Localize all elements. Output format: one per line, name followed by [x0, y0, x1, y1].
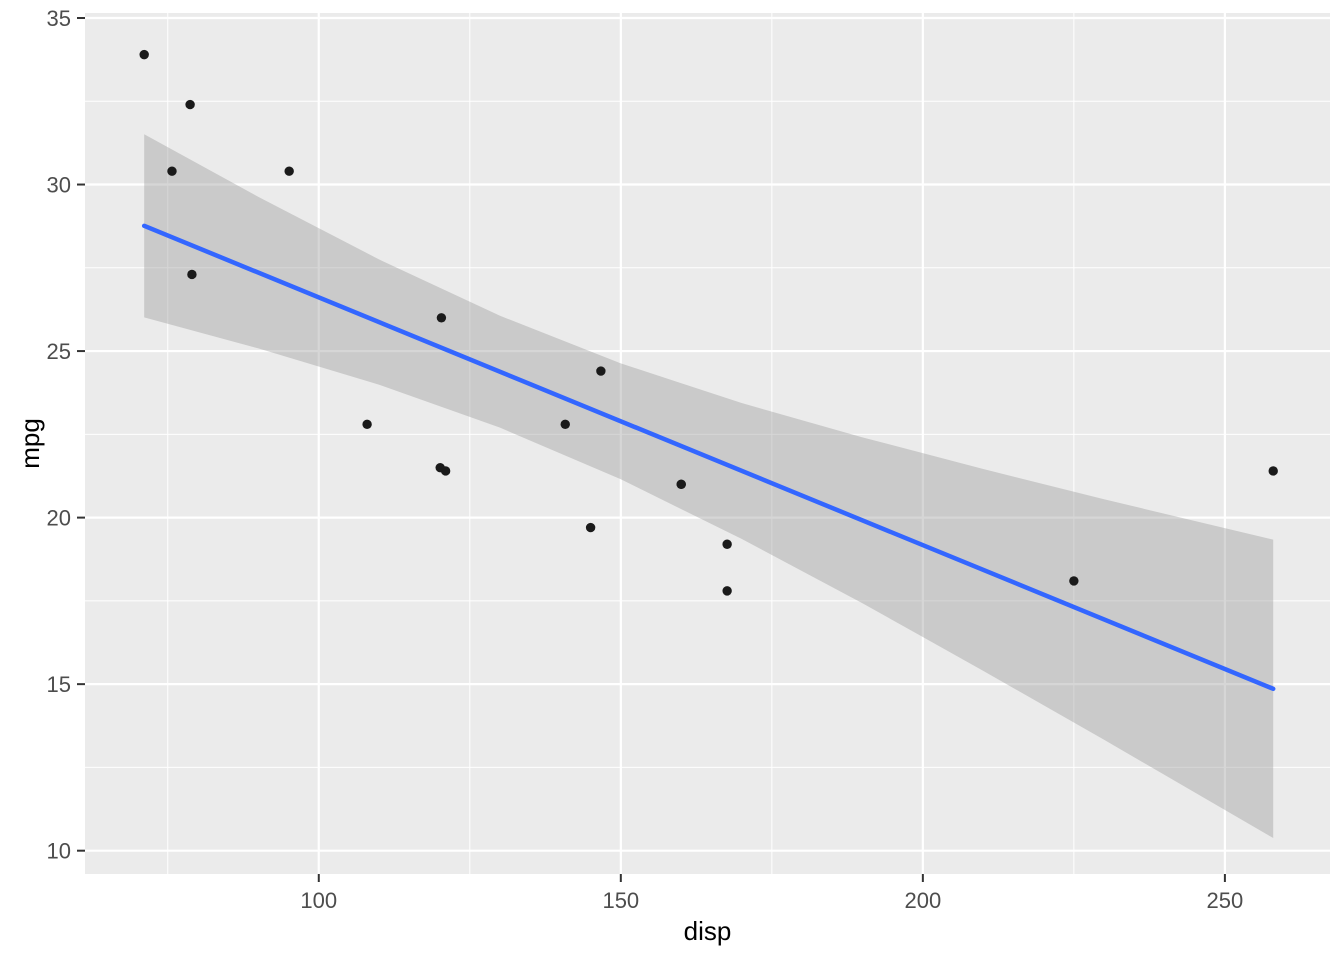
- y-tick-label: 25: [47, 339, 71, 364]
- x-tick-label: 100: [300, 888, 337, 913]
- regression-line: [141, 223, 1276, 692]
- scatter-point: [440, 466, 451, 476]
- y-tick-label: 15: [47, 672, 71, 697]
- scatter-point: [722, 539, 732, 549]
- y-tick-label: 20: [47, 506, 71, 531]
- scatter-point: [1268, 466, 1278, 476]
- y-axis-title: mpg: [14, 418, 45, 469]
- x-tick-label: 150: [602, 888, 639, 913]
- x-tick-label: 250: [1207, 888, 1244, 913]
- y-tick-label: 10: [47, 839, 71, 864]
- scatter-point: [722, 586, 732, 596]
- scatter-point: [585, 522, 596, 533]
- confidence-ribbon: [144, 134, 1274, 839]
- scatter-point: [284, 166, 294, 176]
- x-tick-label: 200: [904, 888, 941, 913]
- scatter-point: [436, 313, 447, 323]
- plot-panel: [85, 13, 1330, 874]
- scatter-point: [1069, 576, 1079, 586]
- scatter-point: [139, 49, 149, 60]
- scatter-point: [560, 419, 570, 430]
- scatter-point: [676, 479, 686, 490]
- scatter-point: [596, 366, 606, 376]
- scatter-point: [362, 419, 372, 430]
- y-tick-label: 30: [47, 173, 71, 198]
- scatter-point: [185, 99, 195, 110]
- scatter-point: [187, 269, 197, 280]
- y-axis-title-container: mpg: [8, 13, 52, 874]
- scatter-point: [167, 166, 177, 176]
- y-tick-label: 35: [47, 6, 71, 31]
- x-axis-title: disp: [683, 916, 732, 946]
